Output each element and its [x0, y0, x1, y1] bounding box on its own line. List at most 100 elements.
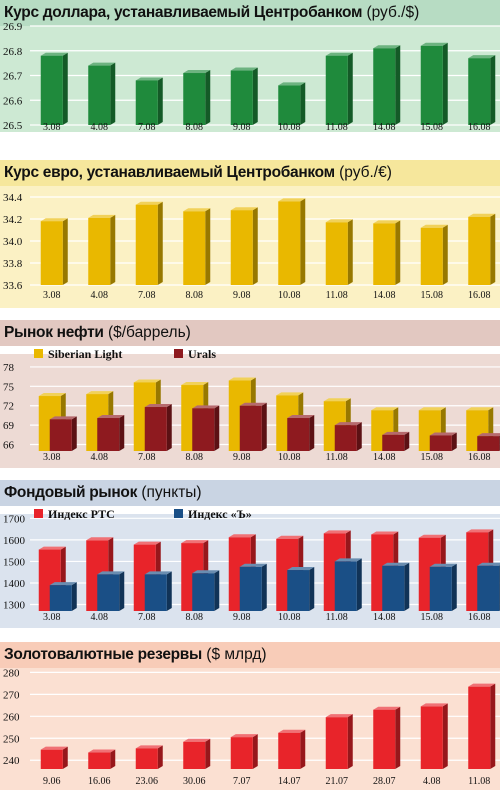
- bar-side: [451, 432, 457, 451]
- bar-индекс-ъ--8.08: [192, 570, 220, 611]
- bar-front: [135, 748, 158, 769]
- legend-label: Индекс «Ъ»: [188, 507, 252, 521]
- bar-side: [252, 207, 258, 285]
- eur-rate-chart: 33.6 33.8 34.0 34.2 34.4 3.08 4.08 7.08 8.08 9.08…: [0, 186, 500, 308]
- bar-23.06: [135, 745, 163, 769]
- bar-front: [97, 574, 120, 611]
- bar-side: [205, 738, 211, 769]
- y-tick-label: 26.9: [3, 21, 23, 33]
- bar-front: [40, 221, 63, 285]
- bar-front: [468, 216, 491, 285]
- bar-front: [420, 706, 443, 769]
- bar-top: [477, 562, 500, 566]
- bar-16.08: [468, 55, 496, 125]
- bar-urals-7.08: [144, 404, 172, 451]
- bar-front: [334, 561, 357, 611]
- x-tick-label: 16.08: [468, 452, 491, 463]
- bar-side: [205, 70, 211, 125]
- bar-top: [276, 535, 304, 539]
- bar-side: [166, 571, 172, 611]
- bar-side: [157, 201, 163, 285]
- bar-front: [88, 752, 111, 769]
- y-tick-label: 34.2: [3, 214, 22, 226]
- bar-top: [49, 582, 77, 586]
- x-tick-label: 3.08: [43, 122, 61, 132]
- legend: Siberian Light Urals: [34, 347, 216, 361]
- bar-top: [276, 392, 304, 396]
- bar-front: [192, 573, 215, 611]
- bar-top: [382, 562, 410, 566]
- bar-top: [477, 433, 500, 437]
- bar-top: [371, 407, 399, 411]
- x-tick-label: 15.08: [421, 122, 444, 132]
- bar-top: [325, 714, 353, 718]
- y-tick-label: 34.0: [3, 236, 23, 248]
- bar-side: [62, 746, 68, 769]
- bar-side: [110, 749, 116, 769]
- bar-top: [40, 746, 68, 750]
- bar-front: [183, 211, 206, 285]
- bar-side: [395, 706, 401, 769]
- bar-side: [252, 67, 258, 125]
- y-tick-label: 26.6: [3, 95, 23, 107]
- bar-top: [97, 415, 125, 419]
- bar-front: [144, 574, 167, 611]
- bar-top: [88, 214, 116, 218]
- bar-top: [88, 62, 116, 66]
- bar-top: [228, 534, 256, 538]
- legend-swatch: [34, 349, 43, 358]
- bar-top: [373, 45, 401, 49]
- bar-14.08: [373, 220, 401, 285]
- bar-front: [192, 408, 215, 451]
- bar-urals-9.08: [239, 402, 267, 451]
- y-tick-label: 33.6: [3, 280, 23, 292]
- y-tick-label: 69: [3, 420, 15, 432]
- bar-front: [325, 222, 348, 285]
- bar-front: [468, 686, 491, 769]
- bar-front: [183, 741, 206, 769]
- bar-top: [38, 546, 66, 550]
- bar-urals-14.08: [382, 431, 410, 451]
- bar-front: [287, 570, 310, 611]
- y-tick-label: 26.8: [3, 46, 23, 58]
- bar-front: [382, 565, 405, 611]
- x-tick-label: 15.08: [421, 290, 444, 301]
- bar-front: [97, 418, 120, 451]
- y-tick-label: 66: [3, 440, 15, 452]
- bar-top: [192, 570, 220, 574]
- bar-индекс-ъ--10.08: [287, 567, 315, 611]
- x-tick-label: 9.08: [233, 452, 251, 463]
- bar-8.08: [183, 208, 211, 285]
- stock-market-chart: 1300 1400 1500 1600 1700 3.08 4.08 7.08 8.08 9.08…: [0, 507, 500, 628]
- x-tick-label: 3.08: [43, 452, 61, 463]
- bar-4.08: [88, 214, 116, 285]
- bar-top: [97, 571, 125, 575]
- bar-top: [181, 382, 209, 386]
- bar-top: [420, 42, 448, 46]
- bar-11.08: [325, 52, 353, 126]
- y-tick-label: 1600: [3, 535, 26, 547]
- bar-side: [442, 42, 448, 125]
- bar-side: [395, 220, 401, 285]
- bar-top: [181, 540, 209, 544]
- bar-top: [287, 567, 315, 571]
- bar-urals-3.08: [49, 416, 77, 451]
- bar-индекс-ъ--4.08: [97, 571, 125, 611]
- x-tick-label: 11.08: [326, 122, 348, 132]
- x-tick-label: 4.08: [91, 452, 109, 463]
- bar-top: [135, 201, 163, 205]
- bar-14.08: [373, 45, 401, 125]
- x-tick-label: 7.08: [138, 290, 156, 301]
- x-tick-label: 11.08: [326, 452, 348, 463]
- bar-side: [356, 558, 362, 611]
- bar-индекс-ъ--16.08: [477, 562, 500, 611]
- bar-15.08: [420, 42, 448, 125]
- oil-market-header: Рынок нефти ($/баррель): [0, 320, 500, 346]
- bar-7.08: [135, 77, 163, 125]
- bar-front: [88, 217, 111, 285]
- bar-urals-8.08: [192, 405, 220, 451]
- bar-top: [38, 393, 66, 397]
- bar-front: [420, 45, 443, 125]
- bar-front: [429, 566, 452, 611]
- bar-top: [334, 422, 362, 426]
